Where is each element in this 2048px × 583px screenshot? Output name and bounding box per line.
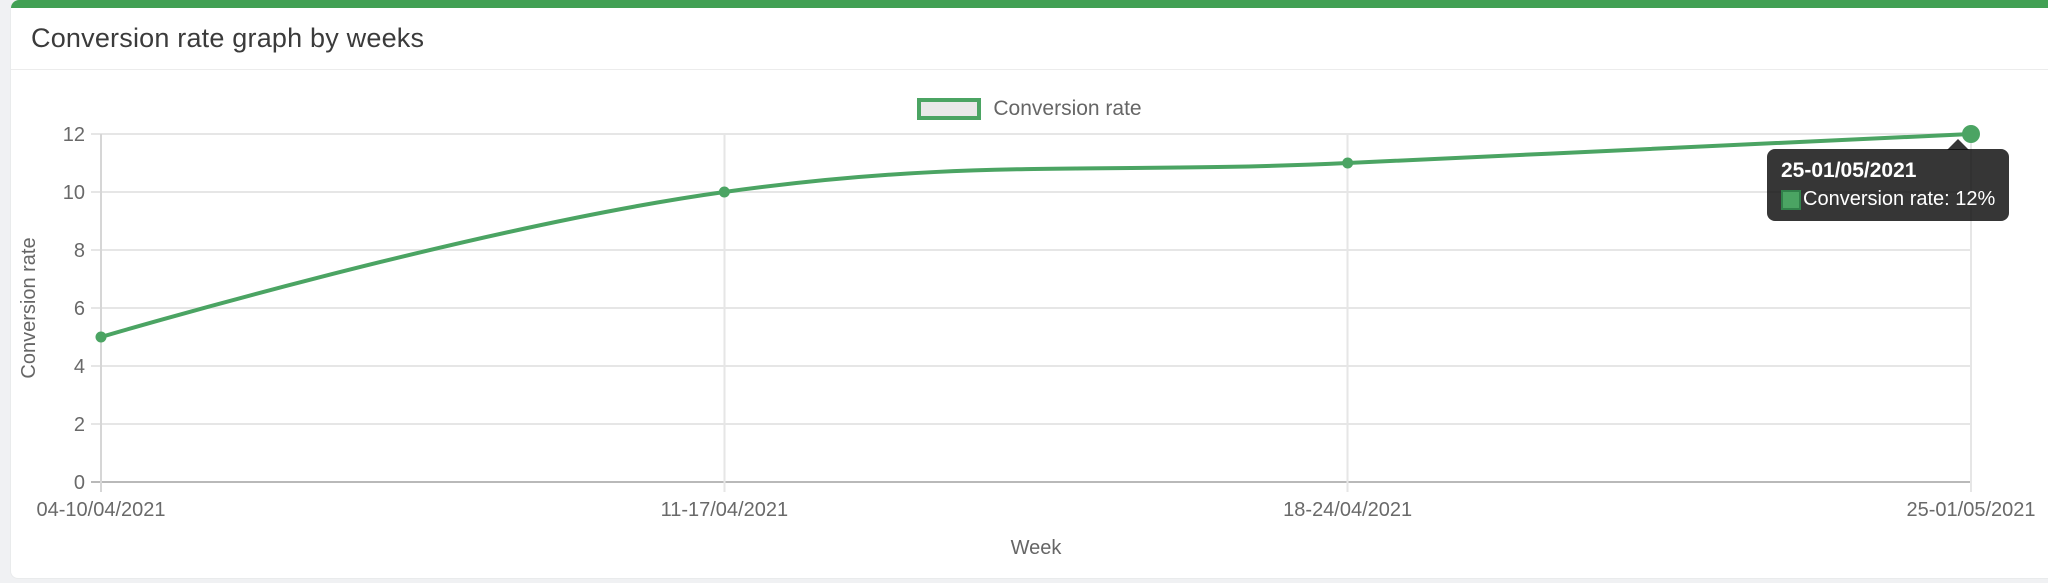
data-points	[95, 125, 1980, 343]
data-point-1[interactable]	[718, 186, 730, 198]
y-tick-label-10: 10	[63, 182, 85, 204]
y-axis-title: Conversion rate	[18, 237, 40, 378]
y-tick-label-12: 12	[63, 124, 85, 146]
page-title: Conversion rate graph by weeks	[31, 23, 425, 53]
h-gridlines	[91, 133, 1971, 483]
chart-area: Conversion rate 0 2 4 6 8 10 12 04-10/04/2021 1…	[11, 70, 2048, 578]
x-tick-labels: 04-10/04/2021 11-17/04/2021 18-24/04/2021 2…	[36, 499, 2035, 521]
data-point-3[interactable]	[1962, 125, 1980, 143]
x-axis-title: Week	[1011, 537, 1063, 559]
line-series	[99, 132, 1973, 339]
tooltip: 25-01/05/2021 Conversion rate: 12%	[1767, 139, 2010, 222]
x-tick-label-2: 18-24/04/2021	[1283, 499, 1412, 521]
y-tick-label-0: 0	[74, 472, 85, 494]
data-point-2[interactable]	[1342, 157, 1354, 169]
x-tick-label-0: 04-10/04/2021	[36, 499, 165, 521]
x-tick-label-3: 25-01/05/2021	[1906, 499, 2035, 521]
y-tick-label-4: 4	[74, 356, 85, 378]
chart-legend: Conversion rate	[11, 97, 2048, 121]
y-tick-label-8: 8	[74, 240, 85, 262]
y-tick-label-6: 6	[74, 298, 85, 320]
legend-label[interactable]: Conversion rate	[993, 97, 1142, 120]
data-point-0[interactable]	[95, 331, 107, 343]
x-tick-label-1: 11-17/04/2021	[661, 499, 789, 521]
chart-card: Conversion rate graph by weeks Conversio…	[10, 0, 2048, 579]
v-gridlines	[100, 134, 1972, 492]
conversion-chart: 0 2 4 6 8 10 12 04-10/04/2021 11-17/04/2021 18-2…	[18, 124, 2036, 559]
legend-swatch[interactable]	[917, 98, 982, 120]
tooltip-value: Conversion rate: 12%	[1803, 188, 1996, 211]
y-tick-label-2: 2	[74, 414, 85, 436]
card-accent-bar	[11, 0, 2048, 8]
tooltip-row: Conversion rate: 12%	[1781, 188, 1995, 211]
card-header: Conversion rate graph by weeks	[11, 8, 2048, 70]
y-tick-labels: 0 2 4 6 8 10 12	[63, 124, 85, 494]
tooltip-caret-icon	[1947, 139, 1969, 150]
tooltip-series-swatch-icon	[1781, 189, 1801, 210]
tooltip-title: 25-01/05/2021	[1781, 159, 1917, 182]
